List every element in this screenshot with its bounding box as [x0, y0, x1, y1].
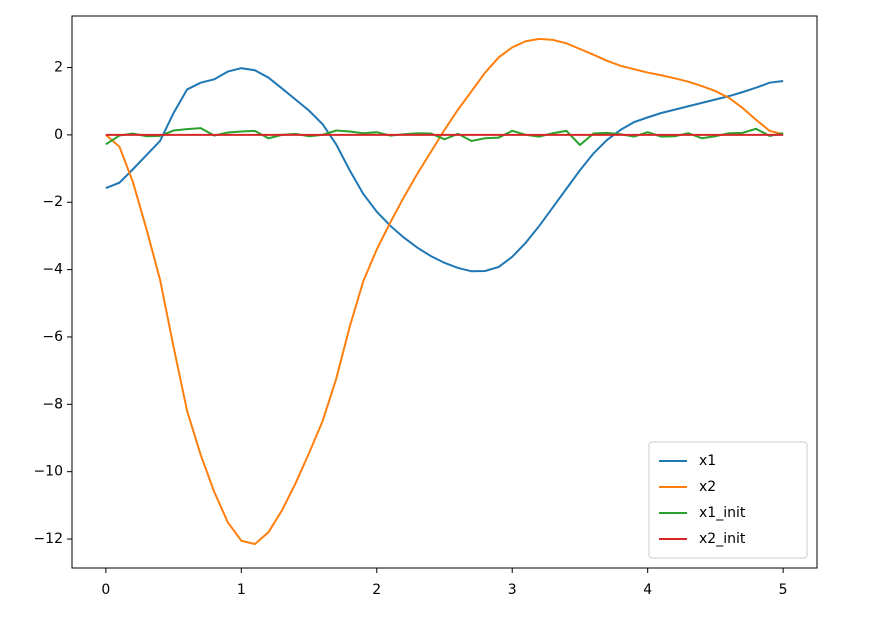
y-tick-label: −6 — [42, 329, 63, 345]
y-tick-label: −10 — [33, 464, 63, 480]
legend-label: x1_init — [699, 505, 746, 521]
x-tick-label: 0 — [101, 582, 110, 598]
x-tick-label: 4 — [643, 582, 652, 598]
y-tick-label: −12 — [33, 531, 63, 547]
x-tick-label: 1 — [237, 582, 246, 598]
legend-label: x2 — [699, 479, 716, 495]
legend-label: x2_init — [699, 531, 746, 547]
y-tick-label: −8 — [42, 396, 63, 412]
y-tick-label: −4 — [42, 262, 63, 278]
legend-box — [648, 441, 808, 559]
y-tick-label: 0 — [54, 127, 63, 143]
x-tick-label: 5 — [779, 582, 788, 598]
x-tick-label: 2 — [372, 582, 381, 598]
y-tick-label: −2 — [42, 194, 63, 210]
line-series — [105, 37, 784, 546]
y-tick-label: 2 — [54, 60, 63, 76]
x-tick-label: 3 — [508, 582, 517, 598]
legend-label: x1 — [699, 453, 716, 469]
axes-frame — [71, 15, 818, 569]
line-series — [105, 67, 784, 273]
